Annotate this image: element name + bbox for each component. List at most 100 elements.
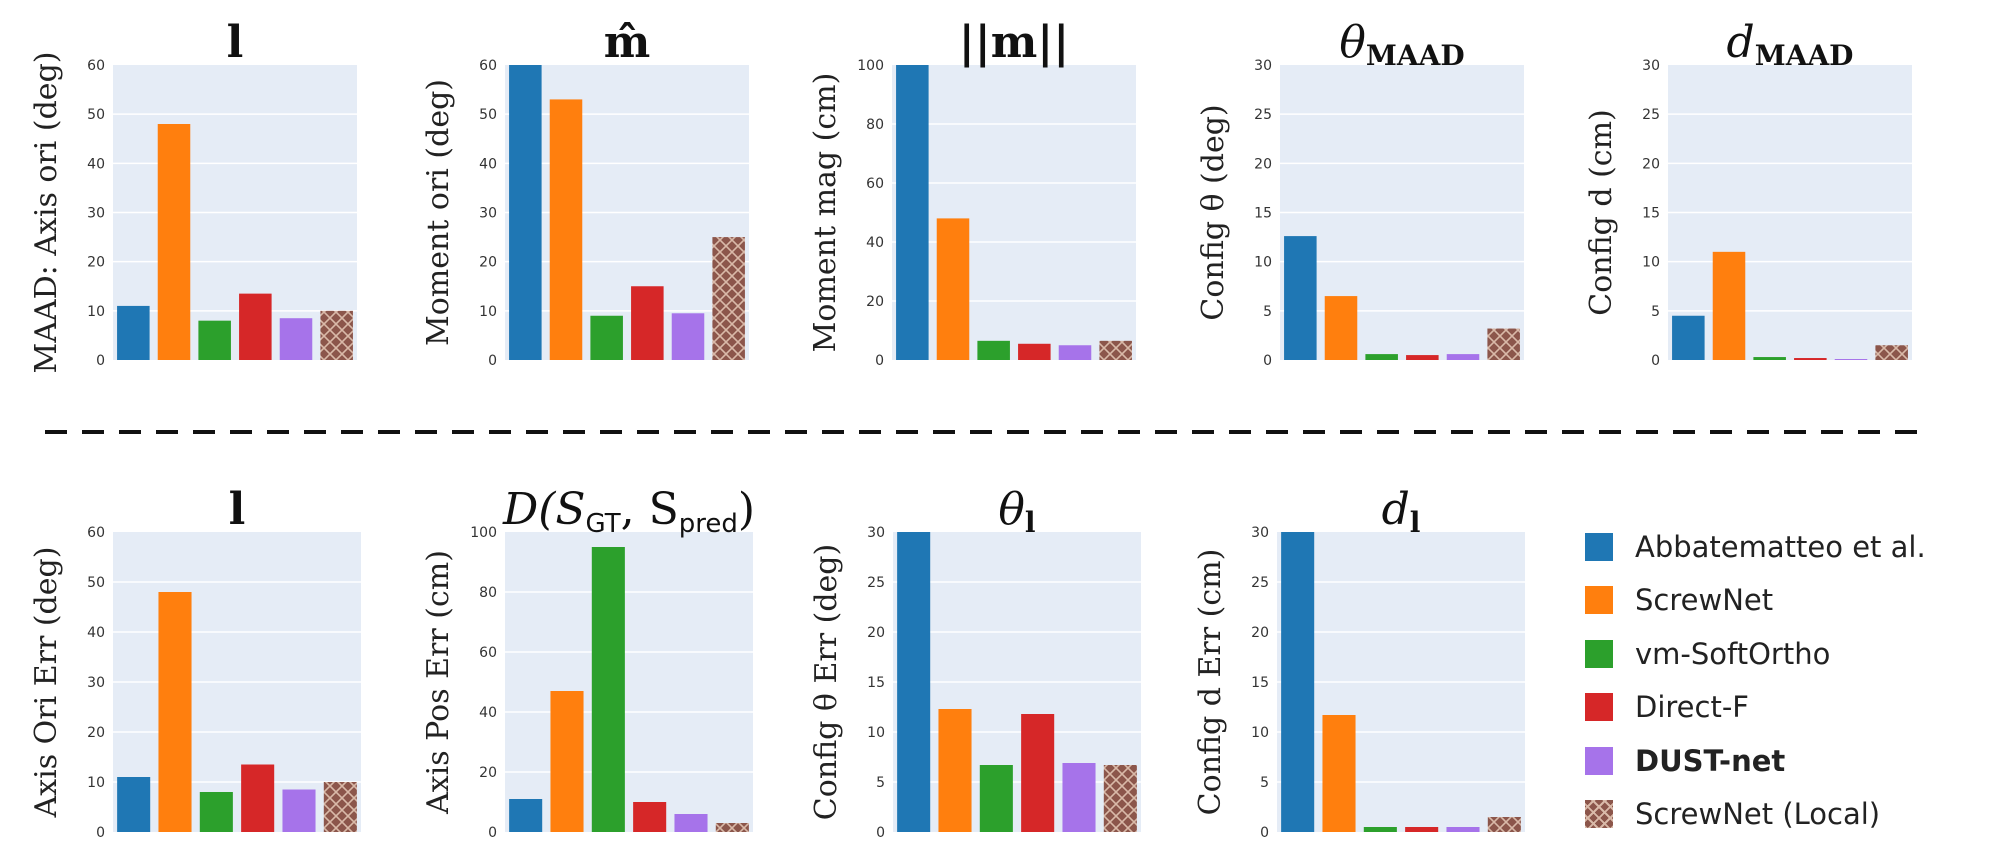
legend-item[interactable]: ScrewNet (Local)	[1585, 788, 1985, 842]
subplot-title: D(SGT, Spred)	[502, 484, 755, 539]
bar	[198, 320, 231, 360]
legend-swatch	[1585, 532, 1613, 561]
y-tick-label: 15	[1251, 675, 1269, 691]
y-tick-label: 30	[1254, 58, 1272, 74]
bar	[1712, 251, 1746, 360]
bar	[591, 547, 625, 832]
y-axis-label: Config d (cm)	[1584, 109, 1619, 315]
y-tick-label: 15	[1642, 206, 1660, 222]
bar	[1406, 355, 1439, 360]
y-tick-label: 20	[479, 765, 497, 781]
bar	[323, 782, 357, 832]
y-tick-label: 5	[1263, 304, 1272, 320]
legend-item[interactable]: DUST-net	[1585, 734, 1985, 788]
y-tick-label: 20	[479, 255, 497, 271]
y-tick-label: 0	[1263, 353, 1272, 369]
subplot-title: dMAAD	[1727, 17, 1854, 72]
bar	[671, 313, 705, 360]
bar	[509, 65, 542, 360]
y-tick-label: 0	[876, 825, 885, 841]
y-tick-label: 10	[479, 304, 497, 320]
y-tick-label: 10	[1254, 255, 1272, 271]
y-tick-label: 60	[479, 58, 497, 74]
bar	[631, 286, 664, 360]
bar	[282, 789, 316, 832]
subplot: 0 5 10 15 20 25 30 Config θ Err (deg) θl	[809, 484, 1141, 841]
legend-swatch	[1585, 586, 1613, 615]
bar	[1058, 345, 1092, 360]
y-tick-label: 30	[87, 675, 105, 691]
y-tick-label: 80	[866, 117, 884, 133]
y-tick-label: 15	[1254, 206, 1272, 222]
bar	[1103, 765, 1137, 832]
legend-item[interactable]: vm-SoftOrtho	[1585, 627, 1985, 681]
bar	[1021, 714, 1055, 832]
bar	[157, 124, 191, 360]
y-tick-label: 30	[867, 525, 885, 541]
bar	[1322, 715, 1356, 832]
legend-item[interactable]: Direct-F	[1585, 681, 1985, 735]
legend: Abbatematteo et al. ScrewNet vm-SoftOrth…	[1585, 520, 1985, 841]
subplot: 0 20 40 60 80 100 Axis Pos Err (cm) D(SGT, Spre…	[421, 484, 755, 841]
bar	[1281, 532, 1315, 832]
subplot-title: θMAAD	[1339, 17, 1464, 72]
subplot: 0 10 20 30 40 50 60 MAAD: Axis ori (deg) l	[29, 17, 357, 373]
y-tick-label: 25	[867, 575, 885, 591]
y-axis-label: Axis Pos Err (cm)	[421, 550, 456, 815]
bar	[979, 765, 1013, 832]
y-tick-label: 10	[1642, 255, 1660, 271]
subplot-title: l	[227, 17, 244, 68]
y-axis-label: Config d Err (cm)	[1193, 549, 1228, 816]
y-tick-label: 10	[87, 304, 105, 320]
subplot: 0 10 20 30 40 50 60 Moment ori (deg) m̂	[421, 17, 749, 369]
y-tick-label: 40	[87, 625, 105, 641]
bar	[977, 340, 1010, 360]
bar	[1365, 354, 1398, 360]
bar	[897, 532, 931, 832]
bar	[1834, 359, 1868, 360]
y-tick-label: 30	[87, 206, 105, 222]
subplot-title: l	[229, 484, 246, 535]
y-tick-label: 40	[479, 705, 497, 721]
subplot-title: ||m||	[959, 17, 1070, 68]
subplot: 0 5 10 15 20 25 30 Config d (cm) dMAAD	[1584, 17, 1912, 369]
y-tick-label: 30	[1251, 525, 1269, 541]
subplot: 0 10 20 30 40 50 60 Axis Ori Err (deg) l	[29, 484, 361, 841]
y-tick-label: 60	[87, 58, 105, 74]
bar	[241, 764, 275, 832]
subplot: 0 5 10 15 20 25 30 Config θ (deg) θMAAD	[1196, 17, 1524, 369]
bar	[1284, 236, 1317, 360]
subplot: 0 5 10 15 20 25 30 Config d Err (cm) dl	[1193, 484, 1525, 841]
legend-swatch	[1585, 639, 1613, 668]
y-tick-label: 30	[1642, 58, 1660, 74]
y-tick-label: 100	[470, 525, 497, 541]
y-axis-label: Axis Ori Err (deg)	[29, 547, 64, 819]
y-tick-label: 50	[87, 575, 105, 591]
y-tick-label: 20	[1642, 156, 1660, 172]
legend-swatch	[1585, 746, 1613, 775]
y-tick-label: 60	[479, 645, 497, 661]
bar	[549, 99, 583, 361]
y-tick-label: 40	[866, 235, 884, 251]
y-tick-label: 20	[1254, 156, 1272, 172]
y-axis-label: Moment mag (cm)	[808, 73, 843, 353]
bar	[674, 814, 708, 832]
y-tick-label: 60	[866, 176, 884, 192]
y-tick-label: 10	[1251, 725, 1269, 741]
y-tick-label: 60	[87, 525, 105, 541]
y-axis-label: Config θ Err (deg)	[809, 544, 844, 820]
y-tick-label: 0	[488, 353, 497, 369]
legend-item[interactable]: Abbatematteo et al.	[1585, 520, 1985, 574]
bar	[633, 802, 667, 832]
bar	[938, 709, 972, 832]
bar	[1672, 315, 1705, 360]
bar	[1446, 827, 1480, 832]
bar	[1324, 296, 1358, 360]
legend-swatch	[1585, 800, 1613, 829]
bar	[199, 792, 233, 832]
y-tick-label: 0	[96, 825, 105, 841]
y-tick-label: 50	[87, 107, 105, 123]
legend-item[interactable]: ScrewNet	[1585, 574, 1985, 628]
